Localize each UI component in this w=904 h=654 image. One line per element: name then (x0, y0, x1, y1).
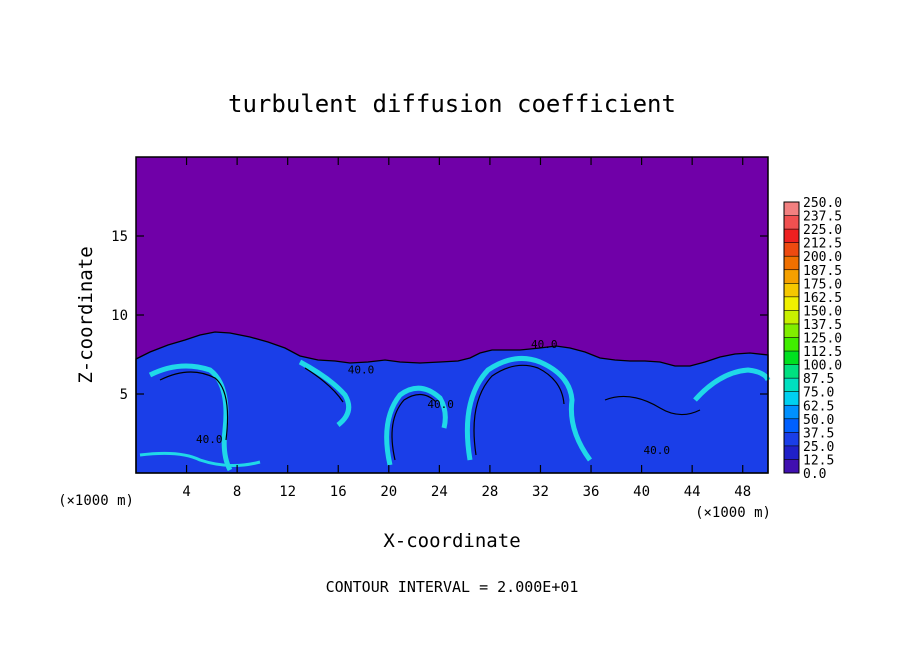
colorbar-swatch (784, 310, 799, 324)
colorbar-swatch (784, 351, 799, 365)
y-axis-label: Z-coordinate (75, 246, 97, 383)
colorbar-swatch (784, 432, 799, 446)
colorbar-label: 125.0 (803, 332, 842, 347)
x-tick-label: 8 (233, 484, 241, 500)
x-tick-label: 16 (330, 484, 347, 500)
colorbar-label: 187.5 (803, 264, 842, 279)
colorbar-label: 25.0 (803, 440, 834, 455)
colorbar-label: 162.5 (803, 291, 842, 306)
y-tick-label: 15 (111, 229, 128, 245)
x-tick-label: 36 (583, 484, 600, 500)
colorbar-swatch (784, 378, 799, 392)
chart-title: turbulent diffusion coefficient (228, 90, 676, 118)
contour-label: 40.0 (531, 338, 558, 351)
colorbar-label: 175.0 (803, 277, 842, 292)
colorbar-label: 87.5 (803, 372, 834, 387)
colorbar-label: 100.0 (803, 359, 842, 374)
x-tick-label: 28 (481, 484, 498, 500)
x-tick-label: 40 (633, 484, 650, 500)
colorbar-label: 237.5 (803, 210, 842, 225)
colorbar-label: 150.0 (803, 304, 842, 319)
colorbar-swatch (784, 337, 799, 352)
y-tick-label: 5 (120, 387, 128, 403)
x-unit-right: (×1000 m) (695, 505, 771, 521)
colorbar-label: 137.5 (803, 318, 842, 333)
y-tick-label: 10 (111, 308, 128, 324)
colorbar-label: 250.0 (803, 196, 842, 211)
colorbar-label: 75.0 (803, 386, 834, 401)
contour-interval-note: CONTOUR INTERVAL = 2.000E+01 (326, 578, 579, 596)
colorbar-swatch (784, 215, 799, 230)
x-axis-label: X-coordinate (383, 530, 520, 552)
colorbar-swatch (784, 283, 799, 297)
colorbar: 250.0237.5225.0212.5200.0187.5175.0162.5… (783, 196, 842, 482)
colorbar-swatch (784, 229, 799, 243)
contour-label: 40.0 (196, 433, 223, 446)
colorbar-label: 200.0 (803, 250, 842, 265)
plot-area: 40.0 40.0 40.0 40.0 40.0 (135, 156, 771, 474)
colorbar-swatch (784, 202, 799, 216)
turbulent-layer (135, 331, 769, 474)
x-tick-label: 32 (532, 484, 549, 500)
contour-labels: 40.0 40.0 40.0 40.0 40.0 (196, 338, 670, 457)
contour-label: 40.0 (644, 444, 671, 457)
x-tick-label: 4 (182, 484, 190, 500)
colorbar-swatch (784, 405, 799, 419)
contour-label: 40.0 (427, 398, 454, 411)
colorbar-swatch (784, 391, 799, 406)
colorbar-label: 212.5 (803, 237, 842, 252)
colorbar-label: 12.5 (803, 453, 834, 468)
colorbar-swatch (784, 256, 799, 270)
x-tick-label: 24 (431, 484, 448, 500)
colorbar-swatch (784, 269, 799, 284)
x-unit-left: (×1000 m) (58, 493, 134, 509)
colorbar-label: 112.5 (803, 345, 842, 360)
colorbar-label: 37.5 (803, 426, 834, 441)
x-tick-label: 44 (684, 484, 701, 500)
colorbar-swatch (784, 323, 799, 338)
x-tick-label: 12 (279, 484, 296, 500)
contour-lines (159, 364, 701, 461)
colorbar-label: 225.0 (803, 223, 842, 238)
colorbar-label: 62.5 (803, 399, 834, 414)
colorbar-label: 0.0 (803, 467, 826, 482)
colorbar-swatch (784, 364, 799, 379)
colorbar-swatch (784, 242, 799, 257)
x-tick-label: 48 (734, 484, 751, 500)
colorbar-swatch (784, 296, 799, 311)
colorbar-swatch (784, 418, 799, 433)
x-tick-label: 20 (380, 484, 397, 500)
contour-label: 40.0 (348, 363, 375, 376)
colorbar-swatch (784, 459, 799, 473)
y-axis: 5 10 15 (111, 229, 768, 403)
colorbar-label: 50.0 (803, 413, 834, 428)
x-axis: 4 8 12 16 20 24 28 32 36 40 44 48 (182, 157, 751, 500)
colorbar-swatch (784, 445, 799, 460)
